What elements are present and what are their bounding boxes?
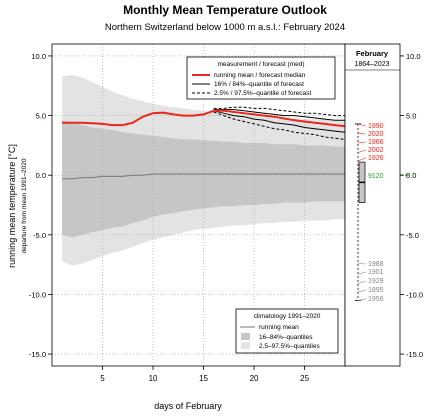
february-panel-header: February 1864–2023 [354, 49, 389, 68]
legend-bottom-entry-2: 16–84%–quantiles [259, 334, 313, 341]
legend-top-entry-3: 2.5% / 97.5%–quantile of forecast [214, 90, 311, 97]
warm-year-connector [357, 157, 367, 162]
climatology-inner-band [62, 120, 345, 238]
warm-year-label: 2002 [368, 147, 384, 154]
y-axis-sublabel: departure from mean 1991–2020 [21, 158, 28, 253]
cold-year-label: 1895 [368, 287, 384, 294]
february-panel-title: February [356, 49, 389, 58]
warm-year-label: 1926 [368, 155, 384, 162]
legend-bottom-entry-1: running mean [259, 324, 299, 331]
legend-top-entry-1: running mean / forecast median [214, 72, 306, 79]
forecast-q2-5-line [213, 111, 346, 140]
chart-title: Monthly Mean Temperature Outlook [123, 3, 327, 17]
legend-top-box [186, 56, 336, 100]
forecast-q97-5-line [213, 106, 345, 117]
right-y-tick-label: -10.0 [406, 290, 423, 299]
legend-top-title: measurement / forecast (med) [217, 61, 304, 68]
warm-year-connector [357, 149, 367, 153]
forecast-q16-line [213, 110, 346, 133]
warm-year-label: 1966 [368, 139, 384, 146]
legend-bottom-entry-3: 2.5–97.5%–quantiles [259, 343, 320, 350]
warm-year-connector [357, 141, 367, 144]
warm-year-label: 1990 [368, 123, 384, 130]
x-tick-label: 10 [149, 374, 158, 383]
right-y-tick-label: 0.0 [406, 171, 416, 180]
y-axis-label: running mean temperature [°C] [7, 144, 17, 268]
right-y-tick-label: 5.0 [406, 112, 416, 121]
y-tick-label: -15.0 [29, 350, 46, 359]
x-tick-label: 15 [199, 374, 208, 383]
cold-year-label: 1956 [368, 296, 384, 303]
x-tick-label: 25 [300, 374, 309, 383]
chart-subtitle: Northern Switzerland below 1000 m a.s.l.… [105, 22, 345, 33]
climatology-mean-line [62, 173, 345, 180]
median-running-mean-line [62, 109, 346, 128]
legend-clim-inner-swatch [241, 333, 250, 340]
x-tick-label: 5 [100, 374, 105, 383]
x-tick-label: 20 [250, 374, 259, 383]
legend-bottom-title: climatology 1991–2020 [254, 313, 321, 320]
february-panel-frame [344, 43, 401, 367]
cold-year-connector [357, 271, 367, 275]
cold-year-label: 1901 [368, 269, 384, 276]
y-tick-label: -5.0 [33, 231, 46, 240]
current-value-label: 9120 [368, 173, 384, 180]
forecast-q84-line [213, 109, 345, 121]
cold-year-connector [357, 263, 367, 265]
y-tick-label: 0.0 [36, 171, 46, 180]
right-y-tick-label: 10.0 [406, 52, 421, 61]
cold-year-connector [357, 280, 367, 284]
cold-year-label: 1929 [368, 278, 384, 285]
warm-year-label: 2020 [368, 131, 384, 138]
legend-top: measurement / forecast (med) running mea… [186, 56, 336, 100]
legend-top-entry-2: 16% / 84%–quantile of forecast [214, 81, 304, 88]
right-y-tick-label: -5.0 [406, 231, 419, 240]
legend-bottom-box [235, 308, 339, 354]
x-axis-label: days of February [154, 401, 222, 411]
legend-bottom: climatology 1991–2020 running mean 16–84… [235, 308, 339, 354]
cold-year-label: 1988 [368, 261, 384, 268]
cold-year-connector [357, 298, 367, 301]
warm-year-connector [357, 123, 367, 127]
right-y-tick-label: -15.0 [406, 350, 423, 359]
february-panel-subtitle: 1864–2023 [354, 61, 389, 68]
warm-year-connector [357, 133, 367, 135]
y-tick-label: 10.0 [31, 52, 46, 61]
y-tick-label: -10.0 [29, 290, 46, 299]
legend-clim-outer-swatch [241, 342, 250, 349]
y-tick-label: 5.0 [36, 112, 46, 121]
cold-year-connector [357, 289, 367, 293]
